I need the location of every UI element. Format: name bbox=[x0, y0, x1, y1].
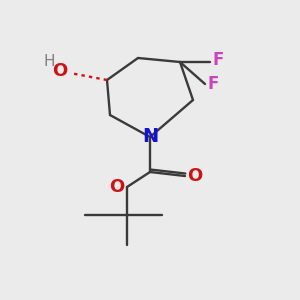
Text: O: O bbox=[188, 167, 202, 185]
Text: O: O bbox=[110, 178, 124, 196]
Text: F: F bbox=[212, 51, 224, 69]
Text: N: N bbox=[142, 128, 158, 146]
Text: H: H bbox=[43, 55, 55, 70]
Text: O: O bbox=[52, 62, 68, 80]
Text: F: F bbox=[207, 75, 219, 93]
